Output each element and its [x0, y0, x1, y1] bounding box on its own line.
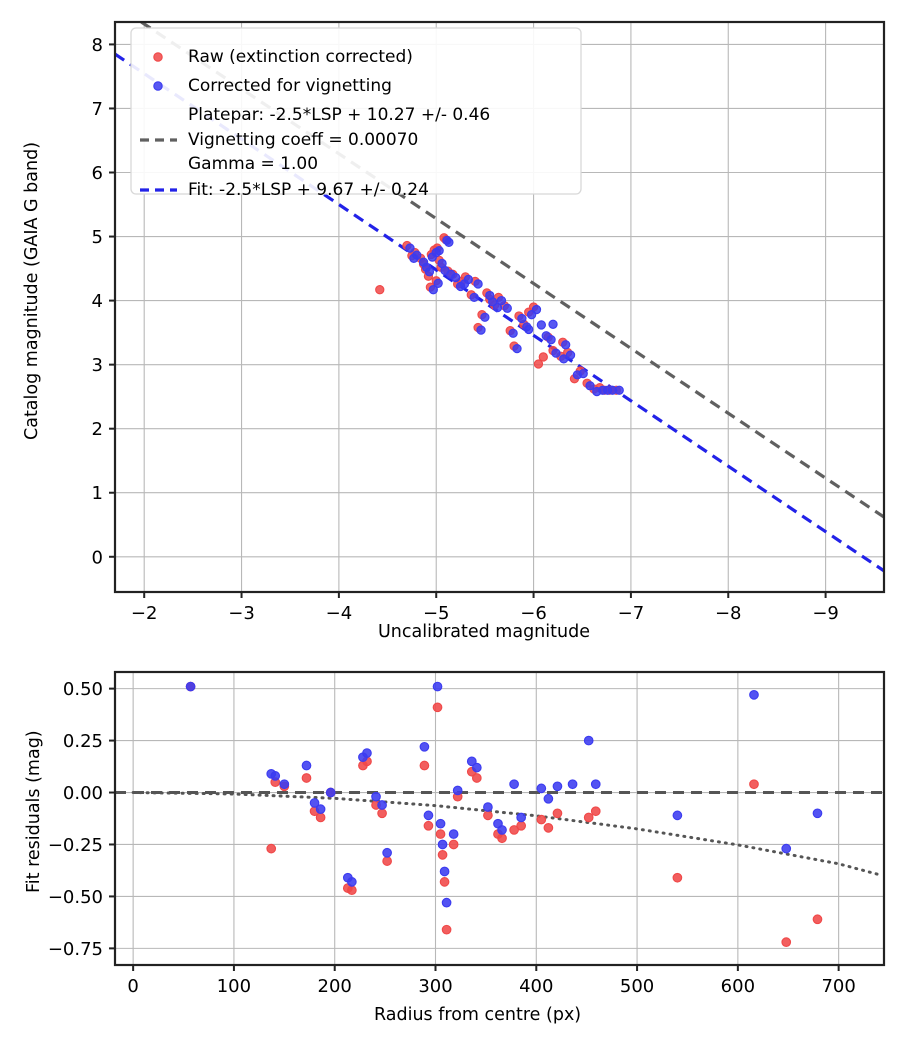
top-yaxis-label: Catalog magnitude (GAIA G band)	[22, 141, 42, 440]
top-ytick-label: 8	[92, 35, 103, 56]
bottom-xtick-label: 300	[418, 976, 452, 997]
top-xtick-label: −8	[715, 603, 742, 624]
top-xtick-label: −4	[326, 603, 353, 624]
top-xtick-label: −5	[423, 603, 450, 624]
top-ytick-label: 6	[92, 163, 103, 184]
top-xtick-label: −3	[228, 603, 255, 624]
legend-entry-label: Corrected for vignetting	[188, 76, 392, 96]
top-ytick-label: 4	[92, 291, 103, 312]
bottom-xtick-label: 100	[217, 976, 251, 997]
residuals-plot: 0 100 200 300 400 500 600 700 0.50 0.25 0.00 −0.25 −…	[48, 670, 886, 997]
top-xtick-label: −7	[618, 603, 645, 624]
legend-entry-label: Raw (extinction corrected)	[188, 47, 413, 67]
bottom-xtick-label: 700	[821, 976, 855, 997]
top-ytick-label: 0	[92, 547, 103, 568]
bottom-xtick-label: 200	[318, 976, 352, 997]
top-ytick-label: 2	[92, 419, 103, 440]
top-ytick-label: 5	[92, 227, 103, 248]
top-xaxis-label: Uncalibrated magnitude	[378, 622, 590, 642]
bottom-xtick-label: 400	[519, 976, 553, 997]
bottom-ytick-label: 0.50	[63, 679, 103, 700]
top-panel: −2 −3 −4 −5 −6 −7 −8 −9 0 1 2 3 4 5 6 7 8 Raw (extinction…	[22, 20, 886, 642]
bottom-xtick-label: 0	[127, 976, 138, 997]
legend-entry-label: Gamma = 1.00	[188, 154, 318, 174]
top-ytick-label: 3	[92, 355, 103, 376]
top-xtick-label: −6	[520, 603, 547, 624]
bottom-xtick-label: 500	[620, 976, 654, 997]
top-ytick-label: 1	[92, 483, 103, 504]
calibration-plot: −2 −3 −4 −5 −6 −7 −8 −9 0 1 2 3 4 5 6 7 8 Raw (extinction…	[92, 20, 886, 624]
bottom-ytick-label: −0.75	[48, 939, 103, 960]
legend-entry-label: Platepar: -2.5*LSP + 10.27 +/- 0.46	[188, 105, 490, 125]
bottom-yaxis-label: Fit residuals (mag)	[24, 730, 44, 893]
vignetting-curve	[131, 791, 881, 877]
legend-marker-dot	[153, 81, 163, 91]
bottom-ytick-label: 0.00	[63, 783, 103, 804]
legend-entry-label: Vignetting coeff = 0.00070	[188, 130, 418, 150]
top-xtick-label: −2	[131, 603, 158, 624]
legend-marker-dot	[153, 52, 163, 62]
legend-entry-label: Fit: -2.5*LSP + 9.67 +/- 0.24	[188, 180, 429, 200]
bottom-xaxis-label: Radius from centre (px)	[374, 1005, 582, 1025]
bottom-ytick-label: 0.25	[63, 731, 103, 752]
bottom-xtick-label: 600	[721, 976, 755, 997]
top-ytick-label: 7	[92, 99, 103, 120]
top-xtick-label: −9	[812, 603, 839, 624]
bottom-panel: 0 100 200 300 400 500 600 700 0.50 0.25 0.00 −0.25 −…	[0, 650, 900, 1050]
bottom-ytick-label: −0.25	[48, 835, 103, 856]
bottom-ytick-label: −0.50	[48, 887, 103, 908]
